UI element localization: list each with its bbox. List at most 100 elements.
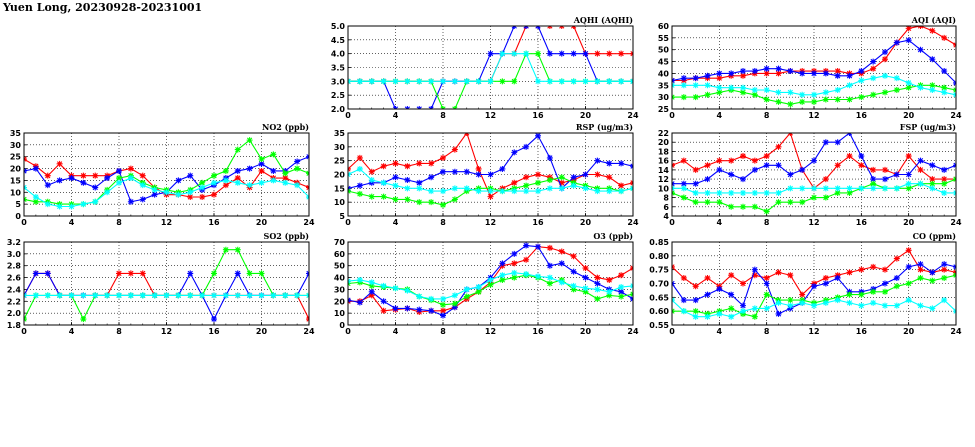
tick-label-y: 2.2 [7, 297, 21, 306]
data-point-aqhi-2 [499, 78, 506, 85]
data-point-fsp-1 [929, 162, 936, 169]
data-point-rsp-1 [487, 171, 494, 178]
data-point-fsp-2 [763, 208, 770, 215]
tick-label-x: 12 [808, 111, 819, 120]
series-group-no2 [24, 137, 309, 210]
tick-label-y: 25 [10, 153, 22, 162]
tick-label-x: 12 [161, 327, 172, 336]
data-point-o3-1 [594, 280, 601, 287]
data-point-aqi-3 [811, 91, 817, 98]
data-point-aqi-1 [834, 72, 841, 79]
data-point-aqhi-3 [463, 78, 470, 85]
data-point-rsp-0 [428, 160, 435, 167]
tick-label-y: 15 [334, 184, 346, 193]
data-point-fsp-3 [893, 185, 900, 192]
data-point-co-3 [799, 299, 806, 306]
data-point-so2-3 [187, 292, 194, 299]
chart-title-fsp: FSP (ug/m3) [900, 122, 956, 132]
data-point-aqi-1 [775, 65, 782, 72]
data-point-rsp-1 [546, 154, 553, 161]
tick-label-y: 25 [658, 105, 670, 114]
data-point-so2-3 [234, 292, 241, 299]
data-point-o3-1 [356, 299, 363, 306]
tick-label-y: 20 [658, 138, 670, 147]
data-point-o3-3 [618, 284, 625, 291]
data-point-o3-1 [440, 312, 446, 319]
data-point-fsp-0 [775, 143, 782, 150]
data-point-fsp-1 [751, 166, 758, 173]
data-point-fsp-3 [716, 189, 723, 196]
data-point-fsp-2 [870, 180, 877, 187]
data-point-aqi-3 [763, 87, 770, 94]
data-point-rsp-0 [380, 163, 387, 170]
data-point-rsp-1 [582, 171, 589, 178]
data-point-aqhi-3 [404, 78, 411, 85]
data-point-co-3 [822, 299, 829, 306]
tick-label-x: 12 [485, 218, 496, 227]
tick-label-y: 20 [10, 165, 22, 174]
data-point-co-2 [787, 297, 794, 304]
data-point-aqi-3 [846, 82, 853, 89]
data-point-aqhi-1 [570, 50, 577, 57]
tick-label-x: 16 [208, 327, 220, 336]
data-point-o3-1 [523, 242, 530, 249]
tick-label-x: 0 [669, 111, 675, 120]
data-point-no2-3 [163, 189, 170, 196]
data-point-co-2 [692, 308, 699, 315]
data-point-so2-3 [199, 292, 206, 299]
data-point-co-0 [941, 266, 948, 273]
data-point-fsp-0 [822, 176, 829, 183]
tick-label-x: 20 [580, 327, 592, 336]
data-point-aqhi-3 [475, 78, 482, 85]
data-point-aqi-1 [751, 68, 758, 75]
data-point-rsp-3 [523, 188, 530, 195]
data-point-aqi-1 [893, 39, 900, 46]
data-point-co-0 [787, 272, 794, 279]
tick-label-y: 30 [334, 143, 346, 152]
tick-label-x: 8 [440, 218, 446, 227]
data-point-fsp-2 [846, 189, 853, 196]
data-point-rsp-1 [416, 179, 423, 186]
data-point-no2-3 [282, 179, 289, 186]
tick-label-y: 5 [15, 200, 21, 209]
data-point-no2-1 [44, 182, 51, 189]
data-point-aqi-3 [905, 79, 912, 86]
data-point-fsp-0 [680, 157, 687, 164]
data-point-no2-3 [116, 179, 122, 186]
series-group-rsp [348, 133, 633, 208]
data-point-co-0 [740, 280, 746, 287]
data-point-aqhi-1 [546, 50, 553, 57]
data-point-aqi-3 [787, 89, 794, 96]
data-point-o3-1 [618, 288, 625, 295]
data-point-co-3 [846, 299, 853, 306]
tick-label-x: 4 [717, 111, 723, 120]
data-point-o3-2 [451, 300, 458, 307]
tick-label-x: 20 [580, 111, 592, 120]
data-point-o3-1 [558, 260, 565, 267]
data-point-o3-1 [404, 305, 411, 312]
data-point-fsp-3 [692, 189, 699, 196]
data-point-no2-0 [199, 194, 206, 201]
data-point-o3-3 [404, 287, 411, 294]
data-point-fsp-3 [917, 180, 924, 187]
data-point-co-0 [704, 274, 711, 281]
data-point-co-1 [929, 269, 936, 276]
data-point-rsp-0 [475, 165, 482, 172]
data-point-co-3 [893, 302, 900, 309]
data-point-rsp-0 [594, 171, 601, 178]
plot-frame-aqhi [347, 25, 634, 110]
tick-label-y: 10 [334, 309, 346, 318]
tick-label-y: 0.70 [649, 280, 669, 289]
data-point-rsp-1 [535, 133, 541, 139]
page-title: Yuen Long, 20230928-20231001 [3, 1, 203, 14]
data-point-rsp-1 [475, 171, 482, 178]
data-point-no2-1 [80, 179, 87, 186]
tick-label-y: 0.85 [649, 238, 669, 247]
data-point-co-3 [751, 305, 758, 312]
data-point-co-3 [858, 302, 865, 309]
data-point-no2-0 [127, 165, 134, 172]
tick-label-y: 20 [334, 297, 346, 306]
data-point-aqi-3 [775, 89, 782, 96]
data-point-rsp-3 [570, 182, 577, 189]
